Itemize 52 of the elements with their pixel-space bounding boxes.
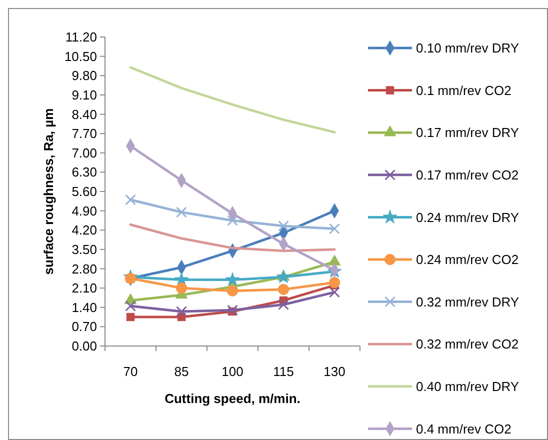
point [125,300,136,312]
point [225,272,240,286]
point [126,312,135,322]
legend-label: 0.32 mm/rev DRY [416,294,520,310]
legend-label: 0.17 mm/rev DRY [416,125,520,140]
y-tick-label: 5.60 [72,184,97,200]
y-tick-label: 9.10 [72,87,97,102]
y-tick-label: 0.00 [72,338,97,354]
point [278,284,290,296]
y-axis-title: surface roughness, Ra, µm [41,108,56,275]
y-tick-label: 7.70 [72,126,97,142]
y-tick-label: 2.80 [72,261,97,276]
point [125,194,136,206]
legend-label: 0.1 mm/rev CO2 [416,82,512,98]
line-series [129,66,336,134]
x-axis-title: Cutting speed, m/min. [164,391,300,406]
y-tick-label: 4.20 [72,222,97,238]
legend-label: 0.40 mm/rev DRY [416,378,520,394]
x-tick-label: 100 [222,364,244,379]
legend-label: 0.17 mm/rev CO2 [416,167,519,182]
point [329,223,340,234]
x-tick-label: 85 [174,364,189,379]
point [278,220,289,232]
point [176,206,187,218]
x-tick-label: 70 [123,364,138,379]
y-tick-label: 3.50 [72,242,97,257]
y-tick-label: 8.40 [72,106,97,122]
y-tick-label: 9.80 [72,68,97,84]
y-tick-label: 2.10 [72,280,97,296]
x-tick-label: 115 [273,364,294,379]
legend-label: 0.24 mm/rev CO2 [416,252,519,268]
point [227,214,238,226]
point [276,269,291,284]
legend-label: 0.24 mm/rev DRY [416,210,520,225]
legend-label: 0.32 mm/rev CO2 [416,336,519,352]
y-tick-label: 4.90 [72,203,97,218]
x-tick-label: 130 [324,364,346,379]
point [227,304,238,316]
point [226,285,238,296]
y-tick-label: 0.70 [72,319,97,334]
legend-label: 0.10 mm/rev DRY [416,40,520,56]
y-tick-label: 11.20 [65,30,97,45]
y-tick-label: 6.30 [72,164,97,180]
point [329,286,340,298]
point [176,282,188,294]
y-tick-label: 1.40 [72,300,97,315]
y-tick-label: 7.00 [72,145,97,160]
legend-label: 0.4 mm/rev CO2 [416,421,512,436]
point [278,299,289,310]
y-tick-label: 10.50 [64,48,97,64]
point [176,306,187,317]
point [328,276,340,288]
